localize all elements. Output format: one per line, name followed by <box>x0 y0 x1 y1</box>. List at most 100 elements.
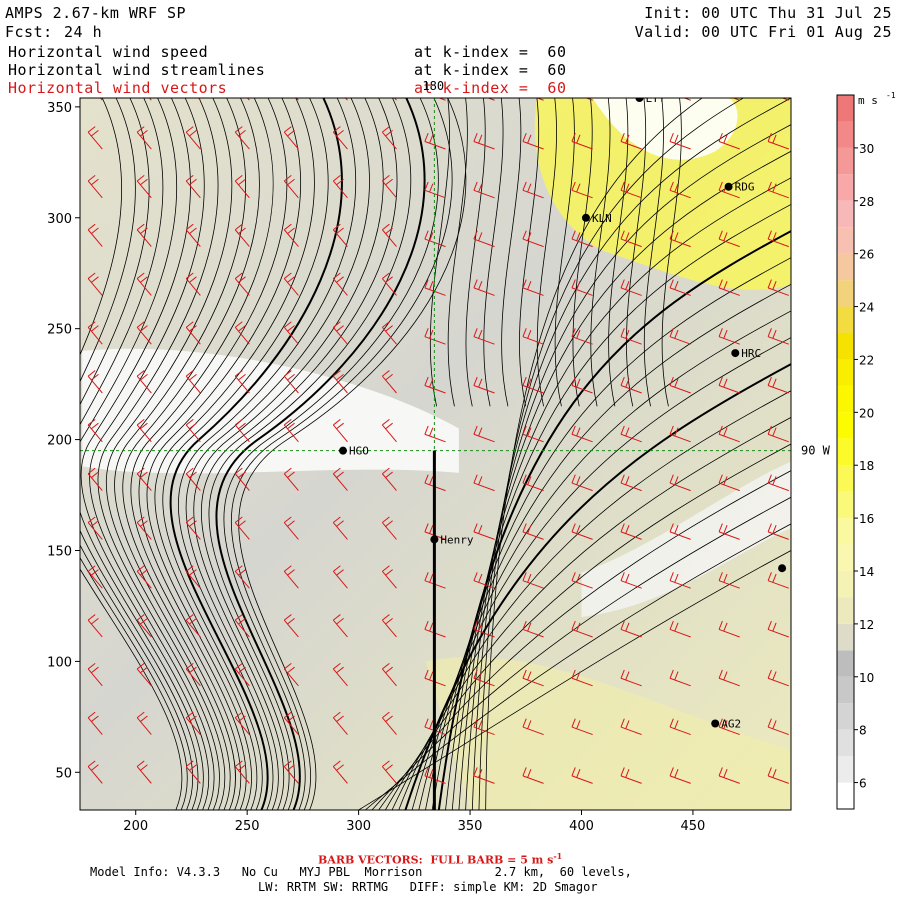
wind-barb <box>669 718 691 736</box>
field-streamlines-label: Horizontal wind streamlines <box>8 61 266 79</box>
wind-barb <box>234 126 250 150</box>
wind-barb <box>473 279 495 296</box>
wind-barb <box>136 418 152 443</box>
light-region <box>581 461 791 618</box>
physics-info: LW: RRTM SW: RRTMG DIFF: simple KM: 2D S… <box>258 880 598 894</box>
colorbar-label: 18 <box>859 459 874 473</box>
colorbar-label: 8 <box>859 724 867 738</box>
streamline <box>146 98 302 810</box>
wind-barb <box>522 718 544 736</box>
wind-barb <box>185 321 201 345</box>
wind-barb <box>522 474 544 492</box>
streamline <box>643 98 664 407</box>
wind-barb <box>522 376 544 394</box>
wind-barb <box>234 614 250 638</box>
wind-barb <box>136 516 152 540</box>
wind-barb <box>136 614 152 638</box>
station-marker <box>711 719 720 728</box>
wind-barb <box>87 760 103 784</box>
wind-barb <box>185 418 201 443</box>
wind-barb <box>87 321 103 345</box>
streamline <box>114 98 246 810</box>
wind-barb <box>87 614 103 638</box>
colorbar-bin <box>837 333 854 360</box>
wind-barb <box>767 181 789 199</box>
wind-barb <box>669 425 691 443</box>
wind-barb <box>571 620 593 638</box>
wind-barb <box>87 370 103 394</box>
streamline <box>437 230 791 810</box>
wind-barb <box>473 572 495 589</box>
wind-barb <box>767 767 789 784</box>
streamline <box>365 523 791 810</box>
streamline <box>80 98 188 810</box>
wind-barb <box>136 662 152 687</box>
wind-barb <box>620 620 642 638</box>
streamline <box>429 98 450 407</box>
x-tick-label: 300 <box>346 819 371 834</box>
wind-barb <box>234 467 250 491</box>
colorbar-label: 22 <box>859 353 874 367</box>
station-label: LTY <box>645 92 665 105</box>
wind-barb <box>381 467 397 491</box>
wind-barb <box>87 711 103 735</box>
wind-barb <box>522 425 544 443</box>
wind-barb <box>246 98 250 101</box>
station-label: AG2 <box>721 717 741 730</box>
wind-barb <box>283 370 299 394</box>
wind-barb <box>283 711 299 735</box>
wind-barb <box>669 669 691 687</box>
streamlines <box>80 98 791 810</box>
colorbar-bin <box>837 491 854 519</box>
model-info: Model Info: V4.3.3 No Cu MYJ PBL Morriso… <box>90 865 632 879</box>
y-tick-label: 250 <box>47 323 72 338</box>
wind-barb <box>87 565 103 589</box>
wind-barb <box>283 516 299 540</box>
wind-barb <box>522 620 544 638</box>
streamline <box>451 177 791 810</box>
valid-time: Valid: 00 UTC Fri 01 Aug 25 <box>634 23 892 41</box>
wind-barb <box>522 572 544 589</box>
y-tick-label: 50 <box>55 766 72 781</box>
wind-barb <box>473 523 495 540</box>
wind-barb <box>437 98 446 101</box>
colorbar-unit: m s <box>858 94 878 107</box>
wind-barb <box>767 376 789 394</box>
wind-barb <box>283 662 299 687</box>
wind-barb <box>234 370 250 394</box>
wind-barb <box>571 474 593 492</box>
wind-barb <box>669 279 691 296</box>
wind-barb <box>136 321 152 345</box>
wind-barb <box>234 321 250 345</box>
wind-barb <box>136 760 152 784</box>
colorbar-bin <box>837 306 854 333</box>
wind-barb <box>620 328 642 345</box>
streamline <box>478 98 745 810</box>
y-axis: 50 100 150 200 250 300 350 <box>47 101 80 781</box>
wind-barb <box>185 614 201 638</box>
colorbar-label: 16 <box>859 512 874 526</box>
wind-barb <box>620 718 642 736</box>
wind-barb <box>767 523 789 540</box>
wind-barb <box>669 474 691 492</box>
wind-barb <box>234 760 250 784</box>
wind-barb <box>718 474 740 492</box>
streamline <box>106 98 233 810</box>
wind-barb <box>571 328 593 345</box>
colorbar-bin <box>837 280 854 307</box>
wind-barb <box>473 425 495 443</box>
colorbar-bin <box>837 412 854 439</box>
wind-barb <box>424 425 446 443</box>
streamline <box>89 98 215 810</box>
wind-barb <box>571 572 593 589</box>
colorbar-bin <box>837 650 854 677</box>
wind-barb <box>571 181 593 199</box>
wind-barb <box>732 98 740 101</box>
wind-barb <box>136 711 152 735</box>
y-tick-label: 300 <box>47 212 72 227</box>
wind-barb <box>234 174 250 199</box>
wind-barb <box>136 370 152 394</box>
wind-barb <box>332 272 348 296</box>
wind-barb <box>185 565 201 589</box>
streamline <box>215 98 426 810</box>
